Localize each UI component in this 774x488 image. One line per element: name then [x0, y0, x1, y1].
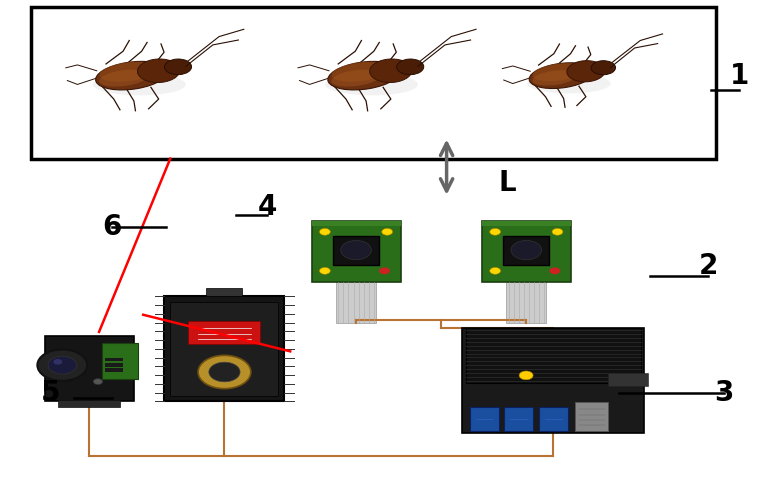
- Bar: [170, 302, 279, 396]
- Ellipse shape: [533, 70, 577, 85]
- Bar: [105, 368, 123, 372]
- Bar: [311, 221, 401, 225]
- Bar: [102, 343, 138, 379]
- Circle shape: [198, 355, 251, 388]
- Bar: [105, 358, 123, 361]
- Ellipse shape: [370, 59, 412, 82]
- Bar: [311, 221, 401, 282]
- Ellipse shape: [331, 70, 381, 86]
- Bar: [333, 236, 379, 264]
- Circle shape: [519, 371, 533, 380]
- Bar: [470, 407, 498, 431]
- Bar: [539, 407, 568, 431]
- Bar: [575, 402, 608, 431]
- Text: 1: 1: [730, 61, 748, 90]
- Circle shape: [53, 359, 62, 365]
- Ellipse shape: [331, 61, 389, 82]
- Bar: [105, 363, 123, 366]
- Bar: [31, 7, 716, 159]
- Bar: [608, 373, 648, 386]
- Circle shape: [490, 228, 501, 235]
- Text: 3: 3: [714, 379, 734, 407]
- Circle shape: [93, 379, 102, 385]
- Ellipse shape: [527, 74, 611, 93]
- Circle shape: [490, 267, 501, 274]
- Circle shape: [382, 228, 392, 235]
- Bar: [503, 236, 550, 264]
- Text: L: L: [498, 169, 515, 197]
- Circle shape: [209, 362, 240, 382]
- Bar: [189, 321, 260, 344]
- Bar: [207, 288, 242, 296]
- Ellipse shape: [138, 59, 180, 82]
- Bar: [164, 297, 284, 401]
- Bar: [481, 221, 571, 282]
- Ellipse shape: [328, 61, 399, 90]
- Text: 6: 6: [102, 213, 122, 241]
- Bar: [58, 400, 120, 407]
- Circle shape: [320, 267, 330, 274]
- Bar: [336, 282, 376, 324]
- Bar: [505, 407, 533, 431]
- Bar: [462, 328, 644, 433]
- Ellipse shape: [165, 59, 191, 75]
- Text: 5: 5: [40, 379, 60, 407]
- Ellipse shape: [99, 61, 156, 82]
- Circle shape: [552, 228, 563, 235]
- Ellipse shape: [533, 63, 584, 81]
- Circle shape: [550, 267, 560, 274]
- Bar: [466, 328, 641, 383]
- Ellipse shape: [99, 70, 149, 86]
- Ellipse shape: [93, 73, 186, 96]
- Ellipse shape: [397, 59, 423, 75]
- Text: 2: 2: [698, 252, 718, 280]
- Bar: [45, 336, 134, 401]
- Circle shape: [511, 241, 542, 260]
- Ellipse shape: [325, 73, 418, 96]
- Ellipse shape: [591, 61, 615, 75]
- Bar: [506, 282, 546, 324]
- Bar: [481, 221, 571, 225]
- Circle shape: [37, 349, 87, 381]
- Ellipse shape: [567, 61, 605, 82]
- Circle shape: [341, 241, 372, 260]
- Ellipse shape: [96, 61, 167, 90]
- Circle shape: [48, 356, 77, 374]
- Circle shape: [320, 228, 330, 235]
- Circle shape: [379, 267, 390, 274]
- Text: 4: 4: [257, 193, 277, 222]
- Ellipse shape: [529, 63, 594, 88]
